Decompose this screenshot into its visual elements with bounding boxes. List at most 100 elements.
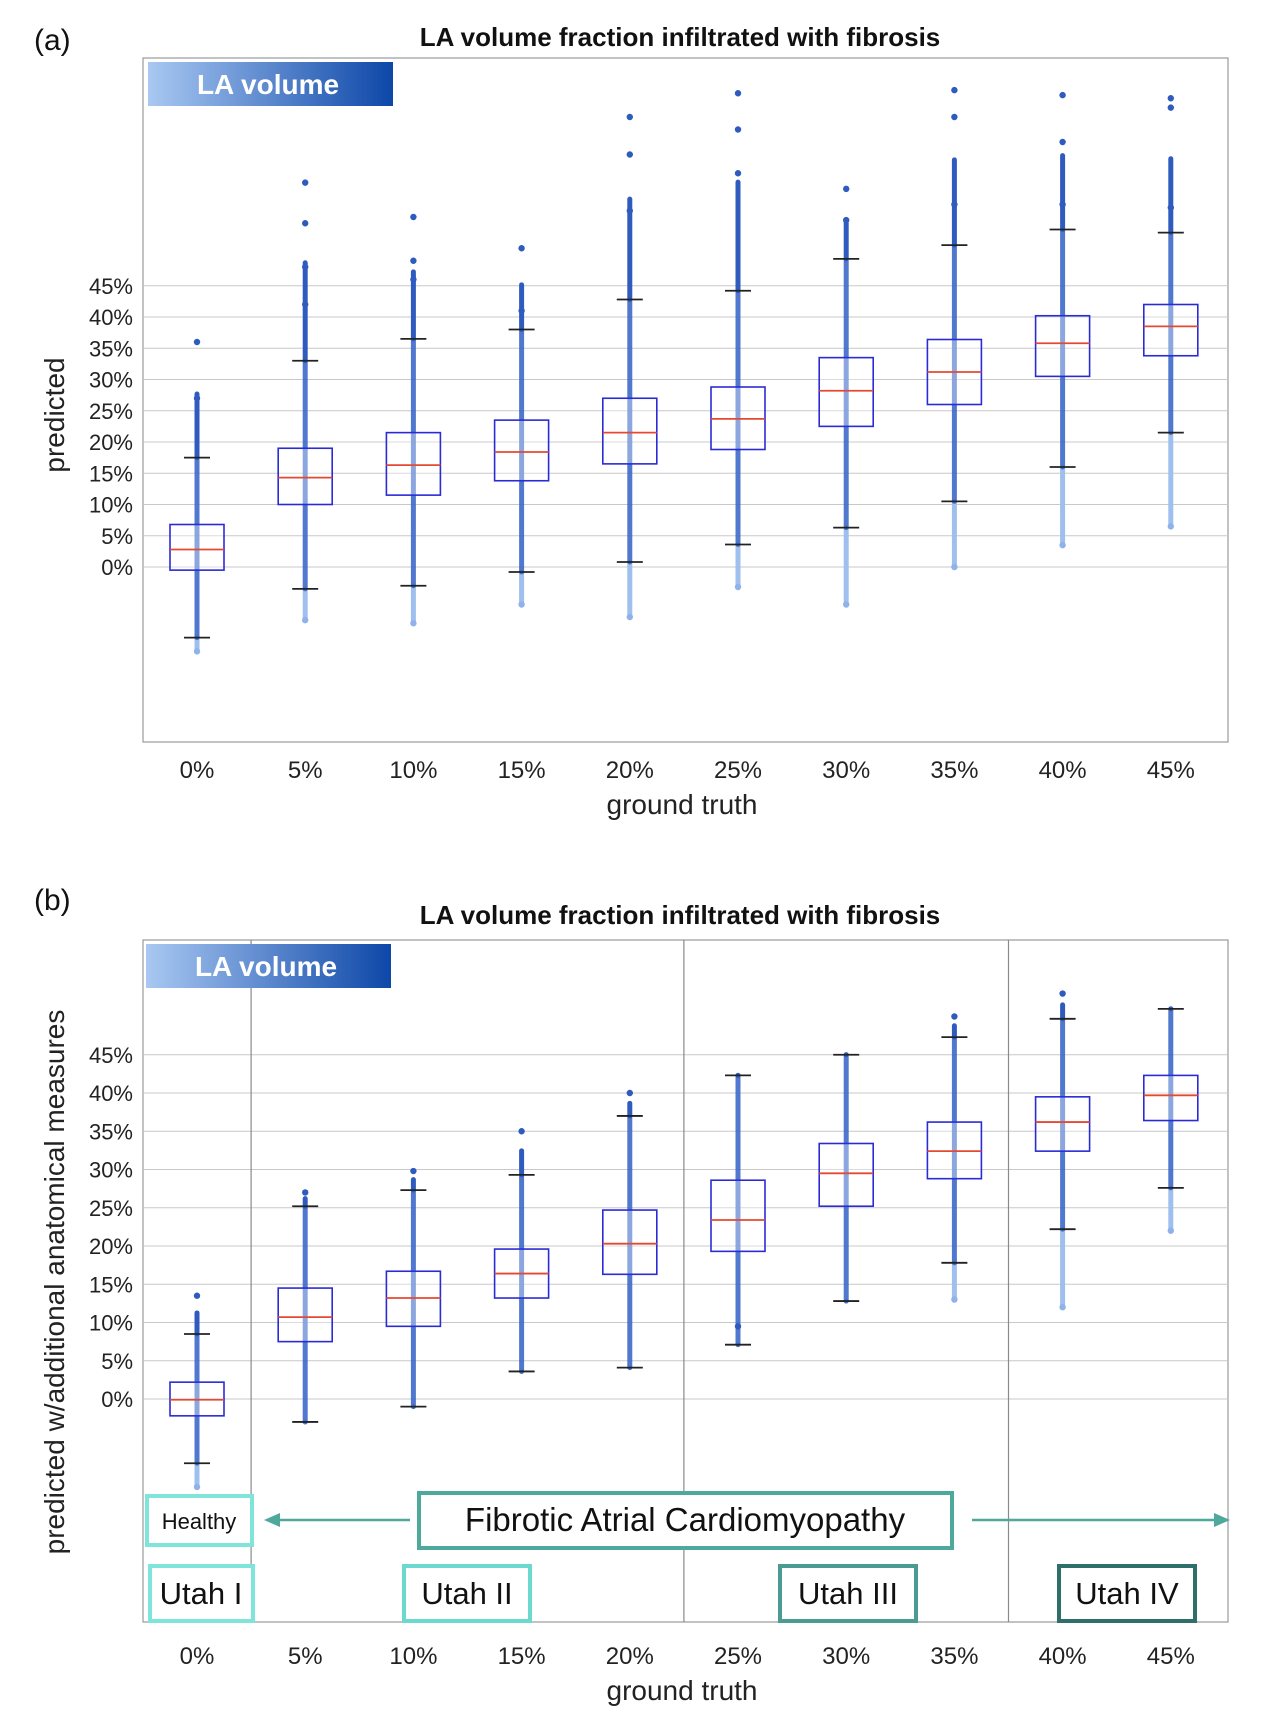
- outlier-point-b-0-1: [193, 1292, 201, 1299]
- outlier-point-a-8-2: [1059, 138, 1066, 146]
- box-group-b-45%: [1143, 1006, 1199, 1234]
- y-tick-label-b-35: 35%: [89, 1119, 133, 1144]
- utah-1-box: [148, 1564, 255, 1623]
- outlier-point-a-7-0: [951, 563, 958, 571]
- gridlines-a: [143, 285, 1228, 568]
- outlier-point-a-9-3: [1167, 95, 1175, 102]
- x-axis-label-a: ground truth: [607, 789, 758, 820]
- x-tick-label-a-4: 20%: [606, 757, 654, 784]
- outlier-point-b-7-1: [951, 1013, 958, 1020]
- x-tick-label-a-3: 15%: [498, 757, 546, 784]
- outlier-point-a-9-2: [1167, 104, 1175, 111]
- y-tick-label-a-15: 15%: [89, 461, 133, 486]
- y-tick-label-a-40: 40%: [89, 305, 133, 330]
- y-tick-label-b-10: 10%: [89, 1311, 133, 1336]
- outlier-point-b-9-0: [1167, 1227, 1175, 1234]
- outlier-point-a-8-1: [1059, 201, 1066, 208]
- box-a-8: [1034, 314, 1091, 378]
- box-b-9: [1143, 1074, 1199, 1122]
- x-tick-label-a-0: 0%: [180, 757, 215, 784]
- outlier-point-a-3-1: [518, 307, 525, 314]
- box-b-4: [601, 1209, 658, 1276]
- outlier-point-a-0-2: [193, 338, 201, 346]
- box-group-a-10%: [385, 213, 442, 627]
- box-group-b-0%: [169, 1292, 225, 1491]
- box-b-6: [818, 1142, 875, 1208]
- box-a-4: [601, 397, 658, 465]
- box-group-a-35%: [926, 86, 983, 571]
- box-group-a-5%: [277, 179, 334, 624]
- outlier-point-a-5-3: [734, 90, 742, 97]
- x-tick-label-b-9: 45%: [1147, 1643, 1195, 1670]
- y-tick-label-a-20: 20%: [89, 430, 133, 455]
- y-tick-label-a-30: 30%: [89, 368, 133, 393]
- outlier-point-b-1-0: [302, 1189, 309, 1196]
- x-tick-label-b-3: 15%: [498, 1643, 546, 1670]
- badge-label-a: LA volume: [197, 69, 339, 100]
- utah-3-box: [778, 1564, 918, 1623]
- box-group-a-0%: [169, 338, 225, 655]
- outlier-point-a-7-2: [951, 113, 958, 121]
- plot-frame-a: [142, 57, 1229, 743]
- box-a-9: [1143, 303, 1199, 357]
- utah-stage-labels: Utah I Utah II Utah III Utah IV: [148, 1564, 1197, 1623]
- outlier-point-a-1-2: [302, 263, 309, 271]
- healthy-label: Healthy: [145, 1494, 254, 1547]
- x-tick-label-a-2: 10%: [389, 757, 437, 784]
- outlier-point-a-4-1: [626, 207, 633, 214]
- box-a-0: [169, 523, 225, 571]
- fibrotic-text: Fibrotic Atrial Cardiomyopathy: [465, 1501, 906, 1538]
- box-group-a-40%: [1034, 91, 1091, 549]
- y-tick-label-b-40: 40%: [89, 1081, 133, 1106]
- box-group-b-40%: [1034, 990, 1091, 1311]
- outlier-point-a-4-3: [626, 113, 633, 121]
- x-tick-labels-b: 0% 5% 10% 15% 20% 25% 30% 35% 40% 45%: [180, 1643, 1195, 1670]
- box-b-8: [1034, 1096, 1091, 1152]
- panel-label-a: (a): [34, 24, 71, 57]
- outlier-point-a-5-0: [734, 583, 742, 591]
- x-tick-label-b-4: 20%: [606, 1643, 654, 1670]
- box-group-b-20%: [601, 1089, 658, 1371]
- badge-a: LA volume: [148, 62, 393, 106]
- outlier-point-a-2-0: [410, 620, 417, 627]
- outlier-point-a-8-0: [1059, 541, 1066, 549]
- outlier-point-a-6-2: [843, 185, 850, 193]
- outlier-point-b-0-0: [193, 1483, 201, 1491]
- box-a-3: [493, 419, 550, 482]
- outlier-point-a-5-2: [734, 126, 742, 133]
- y-tick-label-b-45: 45%: [89, 1043, 133, 1068]
- gridlines-b: [143, 1054, 1228, 1400]
- outlier-point-a-3-2: [518, 245, 525, 252]
- x-tick-label-b-7: 35%: [930, 1643, 978, 1670]
- box-group-a-25%: [710, 90, 766, 591]
- box-group-b-10%: [385, 1167, 442, 1410]
- utah-4-box: [1057, 1564, 1197, 1623]
- y-tick-label-a-35: 35%: [89, 336, 133, 361]
- y-tick-label-a-5: 5%: [101, 524, 133, 549]
- y-tick-label-a-0: 0%: [101, 555, 133, 580]
- outlier-point-a-4-2: [626, 151, 633, 158]
- y-tick-label-a-10: 10%: [89, 493, 133, 518]
- outlier-point-a-7-3: [951, 86, 958, 94]
- outlier-point-a-0-0: [193, 648, 201, 655]
- y-tick-label-b-5: 5%: [101, 1349, 133, 1374]
- x-tick-label-a-5: 25%: [714, 757, 762, 784]
- box-group-a-15%: [493, 245, 550, 608]
- fibrotic-box: [417, 1491, 954, 1550]
- x-axis-label-b: ground truth: [607, 1675, 758, 1706]
- x-tick-label-b-5: 25%: [714, 1643, 762, 1670]
- outlier-point-b-5-0: [734, 1323, 742, 1330]
- outlier-point-a-3-0: [518, 601, 525, 608]
- y-axis-label-b: predicted w/additional anatomical measur…: [39, 1010, 70, 1555]
- outlier-point-b-2-0: [410, 1167, 417, 1175]
- x-tick-label-b-0: 0%: [180, 1643, 215, 1670]
- x-tick-label-b-1: 5%: [288, 1643, 323, 1670]
- y-tick-label-a-45: 45%: [89, 274, 133, 299]
- chart-title-a: LA volume fraction infiltrated with fibr…: [420, 22, 941, 52]
- outlier-point-a-2-1: [410, 276, 417, 283]
- outlier-point-a-2-3: [410, 213, 417, 221]
- outlier-point-a-7-1: [951, 201, 958, 208]
- box-a-6: [818, 356, 875, 428]
- outlier-point-a-0-1: [193, 395, 201, 402]
- box-group-a-45%: [1143, 95, 1199, 530]
